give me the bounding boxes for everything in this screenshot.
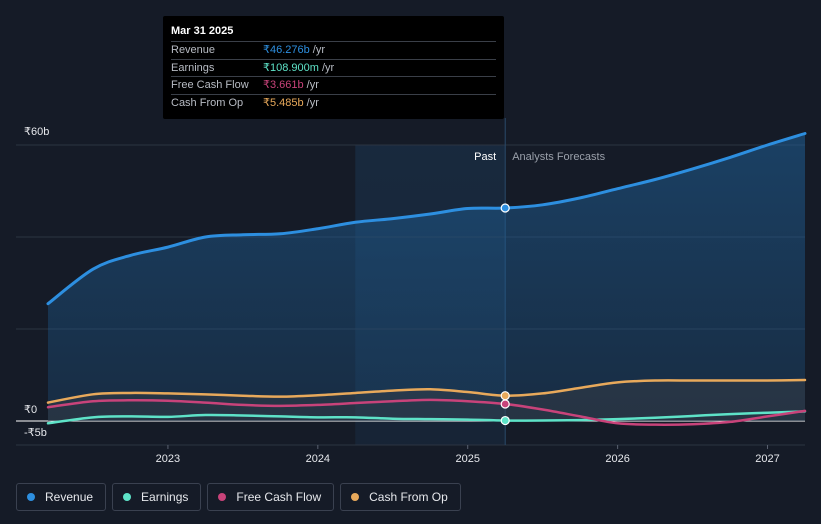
legend: Revenue Earnings Free Cash Flow Cash Fro… [16,483,461,511]
y-tick-label: ₹0 [24,404,37,416]
x-tick-label: 2023 [156,453,180,465]
tooltip-value: ₹5.485b [263,96,304,109]
tooltip-value: ₹3.661b [263,79,304,91]
free-cash-flow-marker [500,399,510,409]
y-tick-label: ₹60b [24,126,49,138]
legend-label: Cash From Op [369,490,448,504]
cash-from-op-dot-icon [351,493,360,501]
earnings-marker [500,415,510,426]
tooltip-date: Mar 31 2025 [171,25,234,37]
free-cash-flow-dot-icon [218,493,227,501]
tooltip-value: ₹108.900m [263,61,319,74]
revenue-area [48,133,805,421]
legend-label: Free Cash Flow [236,490,322,504]
legend-item-revenue[interactable]: Revenue [16,483,107,511]
revenue-line [46,132,807,306]
tooltip-value: ₹46.276b [263,44,310,56]
legend-item-free-cash-flow[interactable]: Free Cash Flow [207,483,335,511]
x-tick-label: 2026 [605,453,629,465]
tooltip: Mar 31 2025 Revenue ₹46.276b /yr Earning… [163,16,504,119]
earnings-dot-icon [123,493,132,501]
tooltip-label: Revenue [171,44,216,56]
legend-label: Earnings [141,490,189,504]
free-cash-flow-line [46,398,807,426]
tooltip-label: Free Cash Flow [171,79,249,91]
past-label: Past [474,151,496,163]
tooltip-unit: /yr [321,61,335,74]
x-tick-label: 2027 [755,453,779,465]
legend-item-earnings[interactable]: Earnings [112,483,202,511]
cash-from-op-marker [500,391,510,401]
tooltip-label: Cash From Op [171,96,244,109]
x-tick-label: 2024 [306,453,330,465]
revenue-marker [500,203,510,213]
tooltip-row-earnings: Earnings ₹108.900m /yr [171,58,496,77]
cash-from-op-line [46,378,807,404]
tooltip-unit: /yr [306,96,319,109]
tooltip-row-revenue: Revenue ₹46.276b /yr [171,41,496,59]
x-tick-label: 2025 [455,453,479,465]
revenue-dot-icon [27,493,35,501]
earnings-line [46,410,807,425]
tooltip-unit: /yr [306,79,319,91]
tooltip-label: Earnings [171,61,215,74]
forecast-label: Analysts Forecasts [512,151,605,163]
y-tick-label: -₹5b [24,427,47,439]
legend-label: Revenue [45,490,94,504]
tooltip-unit: /yr [312,44,325,56]
tooltip-row-cash-from-op: Cash From Op ₹5.485b /yr [171,93,496,112]
legend-item-cash-from-op[interactable]: Cash From Op [340,483,461,511]
tooltip-row-free-cash-flow: Free Cash Flow ₹3.661b /yr [171,76,496,94]
